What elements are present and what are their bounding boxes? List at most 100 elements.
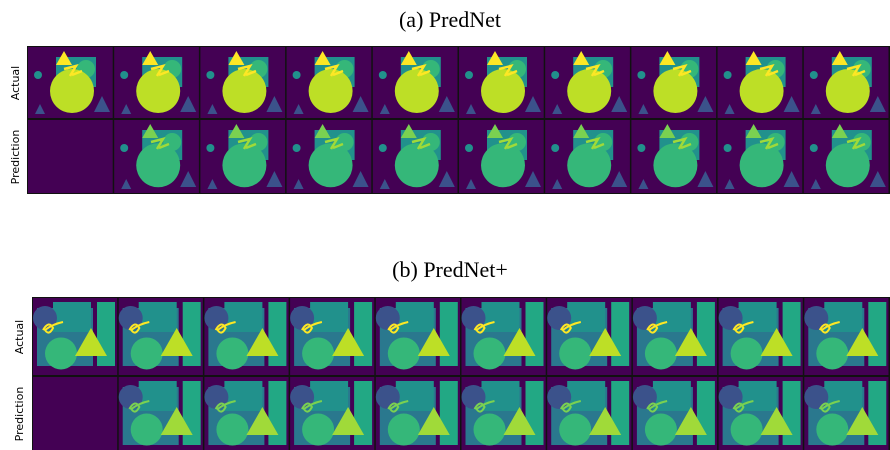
- row-label: Actual: [9, 66, 22, 100]
- row-label: Prediction: [13, 387, 26, 442]
- shape: [268, 302, 286, 366]
- shape: [183, 302, 201, 366]
- shape: [268, 381, 286, 445]
- shape: [724, 71, 732, 79]
- shape: [388, 337, 420, 369]
- shape: [783, 381, 801, 445]
- shape: [653, 143, 697, 187]
- shape: [354, 302, 372, 366]
- shape: [551, 144, 559, 152]
- shape: [465, 144, 473, 152]
- shape: [53, 302, 91, 332]
- shape: [34, 71, 42, 79]
- shape: [139, 381, 177, 411]
- shape: [783, 302, 801, 366]
- shape: [97, 302, 115, 366]
- shape: [731, 414, 763, 446]
- shape: [222, 143, 266, 187]
- shape: [139, 302, 177, 332]
- shape: [224, 381, 262, 411]
- shape: [816, 337, 848, 369]
- shape: [653, 381, 691, 411]
- shape: [816, 414, 848, 446]
- shape: [465, 71, 473, 79]
- shape: [826, 69, 870, 113]
- shape: [724, 144, 732, 152]
- shape: [440, 302, 458, 366]
- shape: [559, 337, 591, 369]
- shape: [309, 143, 353, 187]
- shape: [653, 69, 697, 113]
- shape: [868, 381, 886, 445]
- shape: [293, 144, 301, 152]
- shape: [645, 414, 677, 446]
- shape: [740, 69, 784, 113]
- shape: [302, 337, 334, 369]
- shape: [474, 414, 506, 446]
- shape: [136, 143, 180, 187]
- shape: [481, 143, 525, 187]
- shape: [526, 381, 544, 445]
- shape: [868, 302, 886, 366]
- shape: [697, 381, 715, 445]
- row-label: Prediction: [9, 130, 22, 185]
- shape: [804, 385, 828, 409]
- shape: [826, 143, 870, 187]
- shape: [810, 71, 818, 79]
- shape: [354, 381, 372, 445]
- frames: [27, 46, 890, 450]
- figure: (a) PredNet (b) PredNet+ Actual Predicti…: [0, 0, 890, 450]
- shape: [395, 143, 439, 187]
- shape: [739, 302, 777, 332]
- shape: [653, 302, 691, 332]
- shape: [183, 381, 201, 445]
- shape: [50, 69, 94, 113]
- shape: [310, 302, 348, 332]
- shape: [481, 69, 525, 113]
- panel-title: (b) PredNet+: [392, 257, 508, 282]
- shape: [388, 414, 420, 446]
- shape: [482, 381, 520, 411]
- shape: [567, 381, 605, 411]
- shape: [731, 337, 763, 369]
- panel-title: (a) PredNet: [399, 7, 501, 32]
- frame: [33, 377, 117, 450]
- shape: [567, 143, 611, 187]
- shape: [611, 381, 629, 445]
- shape: [567, 69, 611, 113]
- shape: [740, 143, 784, 187]
- shape: [810, 144, 818, 152]
- shape: [379, 71, 387, 79]
- shape: [120, 144, 128, 152]
- shape: [293, 71, 301, 79]
- row-label: Actual: [13, 320, 26, 354]
- shape: [396, 381, 434, 411]
- shape: [131, 337, 163, 369]
- shape: [396, 302, 434, 332]
- shape: [302, 414, 334, 446]
- shape: [216, 414, 248, 446]
- shape: [45, 337, 77, 369]
- shape: [697, 302, 715, 366]
- shape: [216, 337, 248, 369]
- shape: [551, 71, 559, 79]
- shape: [131, 414, 163, 446]
- shape: [645, 337, 677, 369]
- shape: [739, 381, 777, 411]
- shape: [559, 414, 591, 446]
- shape: [637, 144, 645, 152]
- shape: [224, 302, 262, 332]
- frame: [28, 120, 113, 193]
- shape: [120, 71, 128, 79]
- shape: [379, 144, 387, 152]
- shape: [206, 144, 214, 152]
- shape: [526, 302, 544, 366]
- shape: [310, 381, 348, 411]
- shape: [440, 381, 458, 445]
- shape: [395, 69, 439, 113]
- shape: [206, 71, 214, 79]
- shape: [637, 71, 645, 79]
- shape: [567, 302, 605, 332]
- shape: [474, 337, 506, 369]
- shape: [482, 302, 520, 332]
